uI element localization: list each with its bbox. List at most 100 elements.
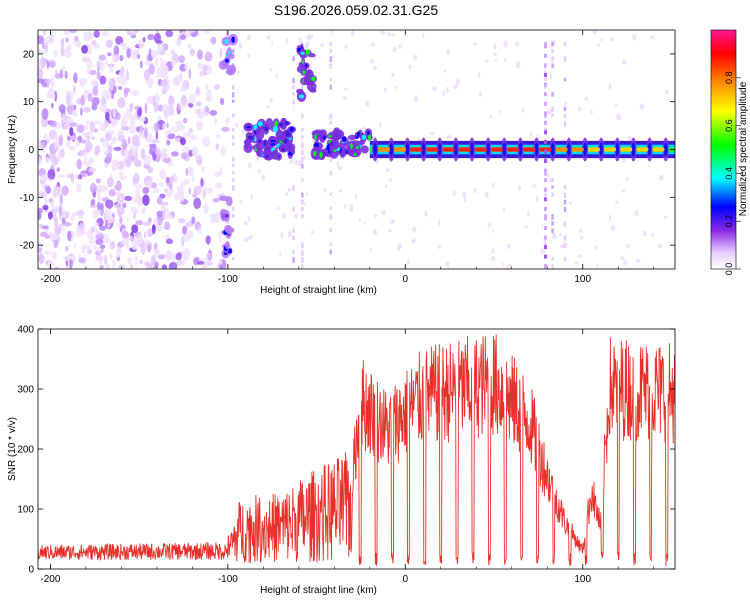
tone-bulge-core bbox=[615, 142, 620, 157]
noise-blob bbox=[153, 187, 160, 194]
tone-bulge-core bbox=[389, 142, 394, 157]
top-ytick-label: 20 bbox=[23, 49, 35, 60]
cluster-blob bbox=[360, 145, 369, 154]
faint-spot bbox=[491, 247, 495, 255]
streak bbox=[563, 242, 567, 249]
noise-blob bbox=[191, 216, 196, 224]
noise-blob bbox=[113, 45, 120, 57]
noise-blob bbox=[108, 189, 116, 197]
noise-blob bbox=[116, 244, 122, 257]
faint-spot bbox=[594, 245, 598, 251]
noise-blob bbox=[50, 76, 55, 88]
noise-blob bbox=[177, 259, 186, 266]
cluster-blob bbox=[224, 224, 232, 233]
faint-spot bbox=[584, 96, 589, 101]
faint-spot bbox=[247, 215, 251, 223]
noise-blob bbox=[108, 78, 116, 87]
noise-blob bbox=[135, 220, 144, 226]
noise-blob bbox=[97, 247, 101, 254]
noise-blob bbox=[83, 151, 87, 164]
noise-blob bbox=[176, 103, 180, 114]
faint-spot bbox=[502, 262, 505, 267]
faint-spot bbox=[473, 42, 478, 46]
faint-spot bbox=[515, 61, 521, 69]
streak-strong bbox=[543, 254, 547, 259]
snr-plot: -200 -100 0 100 0 100 200 300 400 Height of strai… bbox=[7, 325, 676, 596]
streak bbox=[563, 113, 567, 118]
cluster-core bbox=[298, 94, 305, 99]
noise-blob bbox=[98, 54, 107, 61]
top-ylabel: Frequency (Hz) bbox=[7, 115, 18, 184]
noise-blob bbox=[134, 113, 138, 119]
noise-blob bbox=[64, 70, 68, 80]
noise-blob bbox=[158, 254, 165, 260]
noise-blob bbox=[155, 92, 159, 100]
noise-blob bbox=[133, 172, 140, 184]
noise-blob bbox=[145, 266, 154, 269]
faint-spot bbox=[621, 59, 627, 65]
streak bbox=[551, 106, 554, 113]
noise-blob bbox=[158, 50, 166, 56]
streak bbox=[231, 163, 235, 168]
noise-blob bbox=[53, 239, 59, 249]
noise-blob bbox=[69, 255, 76, 260]
noise-blob bbox=[155, 248, 159, 253]
faint-spot bbox=[592, 30, 597, 35]
noise-blob bbox=[78, 215, 84, 220]
noise-blob bbox=[165, 214, 174, 220]
cluster-core bbox=[227, 248, 233, 254]
streak-strong bbox=[543, 53, 547, 58]
faint-spot bbox=[541, 222, 544, 229]
noise-blob bbox=[88, 156, 95, 164]
faint-spot bbox=[442, 91, 445, 96]
noise-blob bbox=[168, 95, 175, 107]
noise-blob bbox=[69, 258, 73, 269]
cluster-core bbox=[361, 134, 367, 140]
faint-spot bbox=[650, 35, 655, 40]
noise-blob bbox=[59, 193, 63, 206]
noise-blob bbox=[60, 45, 65, 57]
tone-bulge-core bbox=[518, 142, 523, 157]
faint-spot bbox=[503, 57, 507, 62]
noise-blob bbox=[66, 173, 74, 179]
bot-xtick-label: -100 bbox=[218, 574, 238, 585]
noise-blob bbox=[129, 114, 136, 126]
noise-blob bbox=[199, 69, 205, 77]
noise-blob bbox=[157, 43, 165, 51]
noise-blob bbox=[112, 107, 117, 119]
cluster-core bbox=[270, 139, 276, 143]
noise-blob bbox=[166, 192, 173, 198]
faint-spot bbox=[332, 54, 335, 59]
streak bbox=[544, 113, 547, 118]
noise-blob bbox=[215, 142, 219, 150]
noise-blob bbox=[43, 191, 47, 201]
noise-blob bbox=[156, 210, 164, 218]
cluster-core bbox=[355, 146, 360, 149]
cluster-core bbox=[224, 58, 229, 63]
faint-spot bbox=[388, 178, 393, 183]
cluster-core bbox=[264, 126, 268, 132]
noise-blob bbox=[116, 223, 122, 228]
noise-blob bbox=[151, 224, 156, 235]
cluster-core bbox=[281, 147, 286, 152]
noise-blob bbox=[104, 254, 108, 266]
snr-line bbox=[38, 334, 675, 567]
streak bbox=[292, 235, 295, 241]
faint-spot bbox=[322, 144, 328, 149]
faint-spot bbox=[506, 243, 511, 250]
faint-spot bbox=[247, 53, 251, 58]
streak-strong bbox=[543, 159, 547, 164]
noise-blob bbox=[132, 134, 140, 146]
streak-strong bbox=[543, 149, 547, 154]
faint-spot bbox=[391, 33, 394, 37]
faint-spot bbox=[287, 187, 291, 192]
faint-spot bbox=[385, 168, 390, 172]
noise-blob bbox=[124, 157, 132, 168]
noise-blob bbox=[159, 169, 167, 180]
cluster-blob bbox=[283, 142, 291, 149]
noise-blob bbox=[67, 136, 71, 141]
streak bbox=[329, 206, 332, 211]
streak-strong bbox=[543, 216, 547, 221]
noise-blob bbox=[205, 89, 212, 98]
noise-blob bbox=[197, 227, 202, 234]
